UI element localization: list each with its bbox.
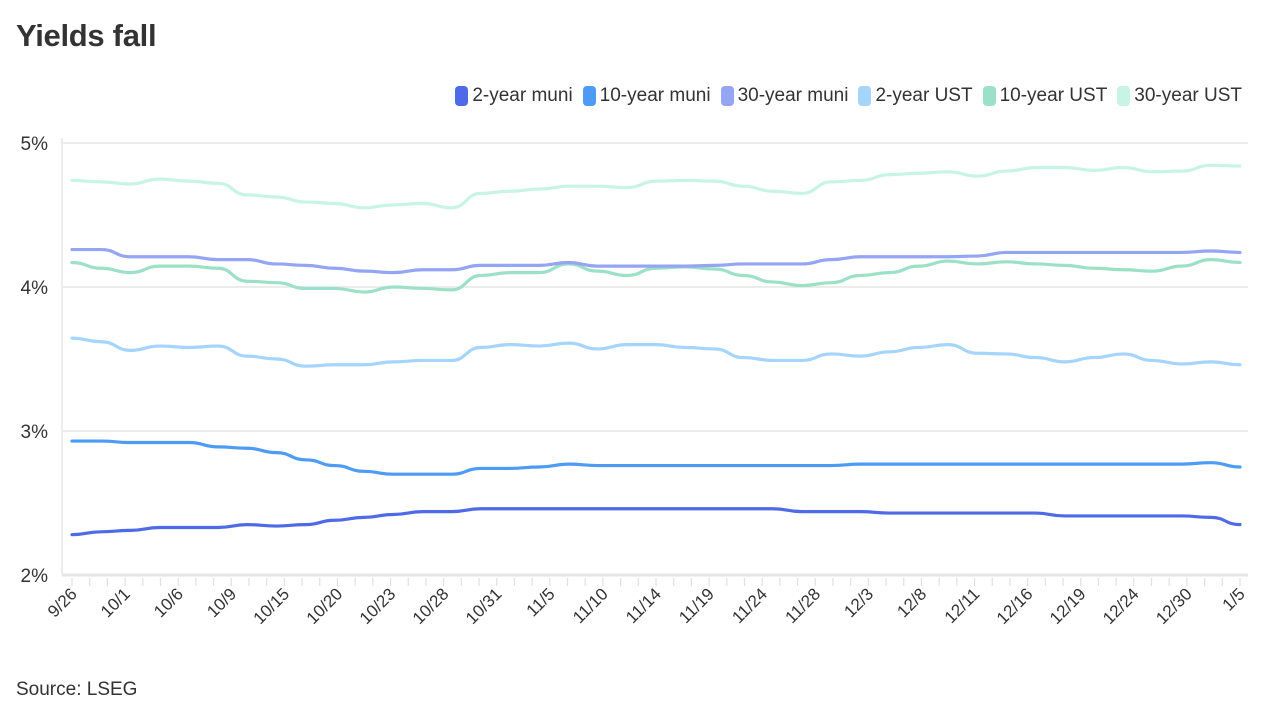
y-tick-label: 2% [21,566,49,587]
x-tick-label: 12/19 [1046,584,1090,628]
x-tick-label: 10/9 [203,584,240,621]
x-tick-label: 12/3 [840,584,877,621]
legend-item: 30-year muni [720,85,849,107]
legend-swatch [858,86,872,106]
x-tick-label: 10/28 [409,584,453,628]
legend-label: 30-year muni [737,85,849,106]
legend-label: 30-year UST [1134,85,1242,106]
y-tick-label: 4% [21,278,49,299]
series-line-2-year-muni [70,507,1242,537]
x-tick-label: 11/19 [675,584,718,627]
legend-label: 10-year muni [599,85,711,106]
legend-item: 2-year UST [858,85,973,107]
series-line-30-year-muni [70,247,1242,275]
legend-item: 10-year UST [982,85,1108,107]
x-tick-label: 12/16 [993,584,1037,628]
x-tick-label: 10/31 [462,584,506,628]
chart-title: Yields fall [16,18,157,53]
x-tick-label: 10/15 [250,584,294,628]
source-note: Source: LSEG [16,679,138,700]
x-tick-label: 12/8 [893,584,930,621]
x-tick-label: 9/26 [44,584,81,621]
legend-swatch [1117,86,1131,106]
legend-swatch [720,86,734,106]
legend-label: 2-year muni [472,85,573,106]
series-line-10-year-ust [70,258,1242,294]
x-tick-label: 11/14 [622,584,665,627]
x-tick-label: 10/23 [356,584,400,628]
series-line-10-year-muni [70,439,1242,476]
x-tick-label: 12/30 [1152,584,1196,628]
legend-swatch [982,86,996,106]
legend-label: 10-year UST [999,85,1108,106]
x-tick-label: 11/28 [781,584,824,627]
x-tick-label: 10/6 [150,584,187,621]
x-tick-label: 12/11 [941,584,984,627]
x-tick-label: 11/10 [569,584,612,627]
legend-item: 10-year muni [582,85,711,107]
legend-label: 2-year UST [875,85,973,106]
series-line-2-year-ust [70,336,1242,368]
x-tick-label: 10/1 [97,584,134,621]
legend-item: 30-year UST [1117,85,1242,107]
x-tick-label: 11/5 [523,584,559,620]
legend-swatch [455,86,469,106]
series-line-30-year-ust [70,163,1242,210]
x-tick-label: 11/24 [728,584,771,627]
legend-item: 2-year muni [455,85,573,107]
x-tick-label: 1/5 [1219,584,1249,614]
y-tick-label: 3% [21,422,49,443]
legend: 2-year muni 10-year muni 30-year muni 2-yea… [455,85,1242,107]
y-tick-label: 5% [21,134,49,155]
x-tick-label: 12/24 [1099,584,1143,628]
legend-swatch [582,86,596,106]
x-tick-label: 10/20 [303,584,347,628]
